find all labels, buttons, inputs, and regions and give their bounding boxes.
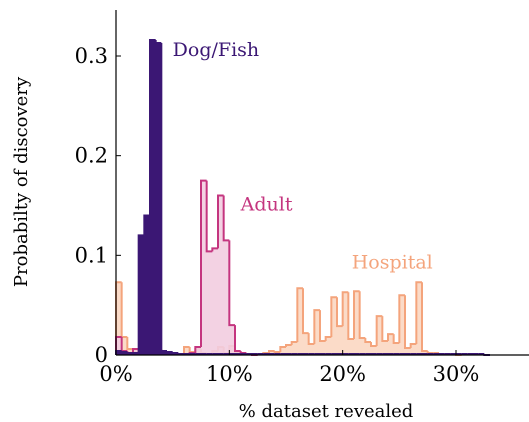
axes-layer bbox=[115, 10, 529, 356]
histogram-bin bbox=[222, 195, 230, 242]
histogram-bin bbox=[347, 292, 354, 341]
series-adult bbox=[115, 179, 258, 356]
histogram-bin bbox=[183, 346, 190, 354]
histogram-bin bbox=[234, 325, 241, 353]
x-axis-title: % dataset revealed bbox=[239, 401, 414, 422]
histogram-bin bbox=[217, 194, 224, 249]
histogram-bin bbox=[143, 214, 150, 236]
histogram-bin bbox=[149, 39, 156, 216]
histogram-bin bbox=[353, 290, 360, 340]
histogram-bin bbox=[426, 351, 434, 355]
series-area bbox=[116, 180, 258, 355]
histogram-bin bbox=[415, 281, 422, 345]
x-tick-label: 20% bbox=[319, 362, 366, 386]
y-tick-label: 0.3 bbox=[75, 44, 108, 68]
y-axis-title: Probabilty of discovery bbox=[11, 76, 32, 287]
histogram-bin bbox=[381, 316, 388, 343]
histogram-bin bbox=[126, 337, 133, 351]
series-hospital bbox=[115, 281, 462, 356]
histogram-bin bbox=[319, 310, 326, 343]
histogram-bin bbox=[330, 296, 337, 338]
x-tick-label: 10% bbox=[206, 362, 253, 386]
histogram-bin bbox=[177, 353, 184, 355]
histogram-bin bbox=[370, 342, 377, 348]
histogram-bin bbox=[290, 341, 298, 346]
histogram-bin bbox=[154, 40, 162, 45]
histogram-bin bbox=[313, 309, 320, 345]
histogram-bin bbox=[364, 338, 371, 344]
histogram-bin bbox=[392, 334, 400, 345]
histogram-bin bbox=[279, 346, 286, 353]
labels-layer: % dataset revealed Probabilty of discove… bbox=[11, 39, 433, 422]
y-tick-label: 0.2 bbox=[75, 144, 108, 168]
x-tick-label: 0% bbox=[99, 362, 132, 386]
histogram-bin bbox=[285, 344, 292, 348]
histogram-bin bbox=[273, 351, 281, 354]
histogram-bin bbox=[205, 180, 213, 253]
histogram-bin bbox=[228, 240, 235, 327]
histogram-bin bbox=[120, 351, 128, 354]
histogram-bin bbox=[194, 346, 201, 354]
histogram-bin bbox=[200, 179, 207, 348]
histogram-bin bbox=[324, 336, 332, 342]
series-label: Dog/Fish bbox=[173, 39, 259, 61]
histogram-bin bbox=[126, 352, 133, 355]
histogram-bin bbox=[404, 295, 411, 350]
histogram-bin bbox=[409, 343, 417, 349]
histogram-bin bbox=[132, 348, 139, 354]
histogram-bin bbox=[120, 282, 128, 339]
ticks-layer: 0% 10% 20% 30% 0 0.1 0.2 0.3 bbox=[75, 44, 480, 386]
series-label: Hospital bbox=[352, 251, 433, 273]
y-tick-label: 0.1 bbox=[75, 243, 108, 267]
histogram-bin bbox=[268, 350, 275, 354]
histogram-bin bbox=[239, 351, 247, 355]
histogram-bin bbox=[296, 287, 303, 343]
series-layer bbox=[115, 39, 490, 356]
histogram-bin bbox=[166, 351, 173, 354]
series-label: Adult bbox=[240, 193, 293, 215]
histogram-bin bbox=[336, 297, 343, 328]
histogram-bin bbox=[421, 282, 428, 353]
histogram-bin bbox=[375, 315, 383, 347]
histogram-bin bbox=[358, 291, 366, 340]
histogram-bin bbox=[302, 288, 309, 335]
histogram-bin bbox=[341, 291, 349, 327]
histogram-bin bbox=[398, 294, 405, 344]
series-area bbox=[116, 40, 490, 356]
histogram-bin bbox=[387, 333, 394, 342]
histogram-bin bbox=[211, 247, 218, 252]
x-tick-label: 30% bbox=[433, 362, 480, 386]
histogram-bin bbox=[307, 333, 315, 346]
histogram-bin bbox=[137, 234, 145, 354]
y-tick-label: 0 bbox=[95, 343, 108, 367]
histogram-bin bbox=[160, 43, 167, 353]
histogram-bin bbox=[171, 352, 179, 355]
